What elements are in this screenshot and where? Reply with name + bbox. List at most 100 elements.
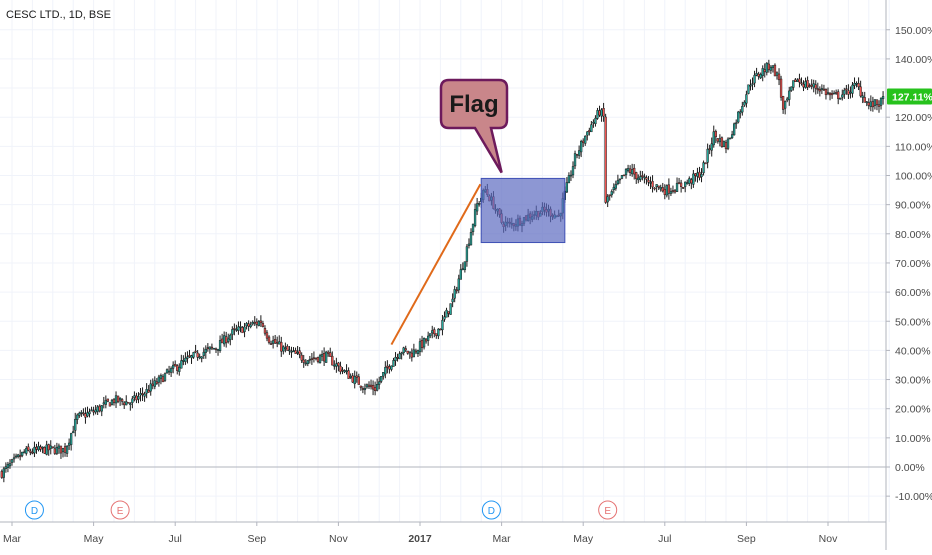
candle: [39, 444, 42, 452]
candle: [653, 187, 656, 191]
candle: [151, 378, 154, 390]
candle: [790, 86, 793, 92]
candle: [153, 376, 156, 390]
candle: [433, 327, 436, 338]
candle: [233, 323, 236, 336]
candle-body: [806, 80, 809, 88]
candle: [682, 187, 685, 189]
candle: [610, 189, 613, 198]
candle: [404, 345, 407, 352]
candle: [694, 173, 697, 182]
candle: [765, 62, 768, 76]
candle: [565, 177, 569, 194]
last-value-label: 127.11%: [892, 91, 932, 103]
candle: [424, 338, 428, 344]
candle-body: [365, 384, 369, 388]
candle-body: [325, 351, 328, 363]
candle: [724, 139, 728, 154]
candle: [118, 397, 122, 406]
candle: [384, 361, 387, 379]
candle-body: [282, 346, 285, 352]
candle: [255, 318, 258, 329]
candle-body: [8, 463, 12, 467]
candle: [679, 179, 683, 193]
candle-body: [351, 375, 354, 383]
candle: [72, 425, 75, 434]
y-axis: 150.00% 140.00% 120.00% 110.00% 100.00% 90.00…: [886, 25, 932, 503]
candle-body: [90, 409, 93, 412]
candle: [261, 320, 265, 328]
candle-body: [278, 341, 281, 345]
candle-body: [437, 328, 440, 337]
candle-body: [106, 398, 110, 402]
candle: [800, 77, 803, 86]
candle: [657, 185, 660, 190]
candle-body: [708, 148, 711, 150]
candle: [704, 162, 707, 165]
candle-body: [231, 329, 234, 335]
candle-body: [84, 413, 87, 418]
candle-body: [773, 64, 777, 77]
candle-body: [141, 393, 144, 395]
candle: [702, 160, 705, 176]
candle: [392, 357, 395, 367]
candle: [700, 168, 703, 183]
candle-body: [737, 111, 740, 123]
candle-body: [145, 389, 148, 394]
candle: [220, 333, 224, 344]
candle-body: [261, 323, 265, 327]
candle: [843, 87, 846, 99]
candle: [837, 89, 840, 105]
candle: [761, 65, 764, 82]
candle-body: [292, 350, 295, 352]
candle: [659, 184, 662, 192]
candle: [80, 410, 83, 417]
candle: [65, 445, 69, 458]
candle-body: [343, 370, 346, 373]
candle: [0, 469, 3, 479]
candle: [873, 99, 877, 110]
candle-body: [724, 142, 728, 150]
candle-body: [76, 414, 79, 420]
candle-body: [857, 83, 860, 87]
candle: [29, 448, 32, 456]
candle: [57, 443, 61, 454]
candle-body: [755, 73, 758, 76]
candle-body: [620, 174, 624, 179]
candle-body: [353, 376, 356, 385]
candle: [116, 395, 120, 404]
y-tick-label: 110.00%: [895, 141, 932, 153]
candle-body: [337, 362, 340, 366]
candle-body: [269, 343, 273, 345]
candle: [200, 356, 203, 363]
candle-body: [169, 368, 173, 373]
candle-body: [688, 178, 691, 184]
y-tick-label: 30.00%: [895, 375, 931, 387]
candle: [357, 373, 360, 385]
candle-body: [186, 356, 189, 359]
candle-body: [184, 357, 187, 362]
candle-body: [125, 401, 128, 406]
candle-body: [592, 121, 595, 124]
candle-body: [208, 346, 212, 350]
candle-body: [598, 110, 601, 116]
candle: [110, 398, 114, 406]
candle-body: [792, 80, 795, 88]
candle: [478, 201, 481, 207]
candle: [781, 95, 785, 114]
candle-body: [263, 327, 267, 334]
candle-body: [449, 303, 452, 315]
candle-body: [0, 471, 3, 478]
candle-body: [63, 446, 67, 453]
candle-body: [602, 108, 605, 117]
candle-body: [633, 167, 636, 175]
candle: [441, 315, 444, 336]
candle: [457, 274, 460, 294]
x-tick-label: Mar: [493, 533, 512, 545]
candle: [728, 137, 732, 140]
candle-body: [651, 181, 654, 188]
candle-body: [618, 178, 622, 181]
candle: [227, 333, 230, 344]
